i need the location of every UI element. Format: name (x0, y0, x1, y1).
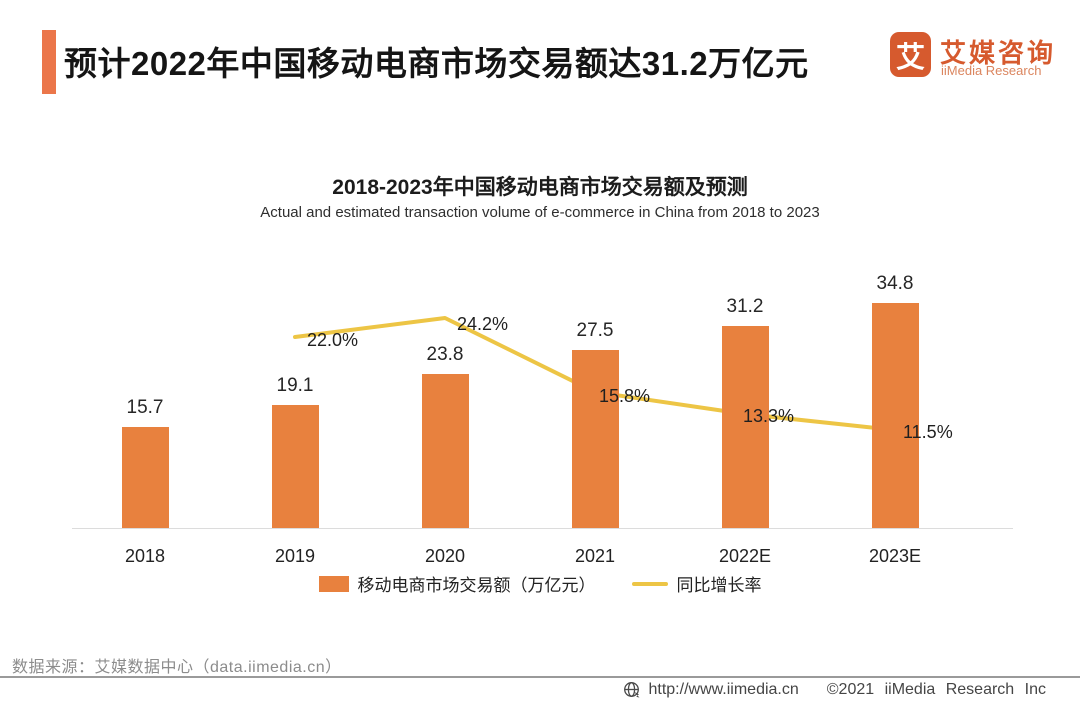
growth-rate-label: 15.8% (599, 386, 651, 406)
logo-name-cn: 艾媒咨询 (940, 38, 1057, 68)
bar-value-label: 27.5 (576, 320, 614, 341)
iimedia-logo-icon: 艾 (890, 32, 931, 77)
bar-value-label: 19.1 (276, 375, 314, 396)
x-axis-label: 2019 (274, 546, 316, 566)
bar-2023E (871, 303, 919, 528)
logo-glyph: 艾 (895, 41, 925, 74)
growth-rate-label: 11.5% (903, 422, 953, 442)
x-axis-label: 2021 (574, 546, 616, 566)
website-url: http://www.iimedia.cn (648, 681, 799, 698)
legend-item-line: 同比增长率 (631, 571, 762, 596)
copyright-text: ©2021 iiMedia Research Inc (826, 681, 1046, 698)
globe-icon (623, 681, 641, 699)
x-axis-label: 2022E (718, 546, 772, 566)
website-row: http://www.iimedia.cn ©2021 iiMedia Rese… (623, 681, 1046, 699)
bar-2020 (421, 374, 469, 528)
x-axis-line (72, 528, 1013, 529)
source-note: 数据来源：艾媒数据中心（data.iimedia.cn） (12, 659, 342, 676)
x-axis-label: 2018 (124, 546, 166, 566)
legend-bar-label: 移动电商市场交易额（万亿元） (357, 576, 596, 595)
bar-2022E (721, 326, 769, 528)
growth-rate-label: 24.2% (457, 314, 509, 334)
legend-line-label: 同比增长率 (676, 576, 762, 595)
growth-rate-label: 22.0% (307, 330, 359, 350)
bar-2019 (271, 405, 319, 528)
growth-rate-label: 13.3% (743, 406, 795, 426)
legend-line-swatch (631, 581, 668, 586)
legend-item-bar: 移动电商市场交易额（万亿元） (318, 571, 596, 596)
bar-2021 (571, 350, 619, 528)
bar-2018 (121, 427, 169, 528)
bar-value-label: 31.2 (726, 296, 764, 317)
x-axis-label: 2023E (868, 546, 922, 566)
footer-divider (0, 676, 1080, 678)
bar-value-label: 23.8 (426, 344, 464, 365)
bar-value-label: 15.7 (126, 397, 164, 418)
page-title: 预计2022年中国移动电商市场交易额达31.2万亿元 (64, 45, 809, 82)
title-accent-bar (42, 30, 56, 94)
bar-value-label: 34.8 (876, 273, 914, 294)
chart-title: 2018-2023年中国移动电商市场交易额及预测 (332, 176, 748, 199)
chart-subtitle: Actual and estimated transaction volume … (260, 204, 820, 221)
x-axis-label: 2020 (424, 546, 466, 566)
legend-bar-swatch (318, 575, 349, 592)
chart-legend: 移动电商市场交易额（万亿元） 同比增长率 (0, 571, 1080, 596)
logo-name-en: iiMedia Research (941, 63, 1042, 78)
